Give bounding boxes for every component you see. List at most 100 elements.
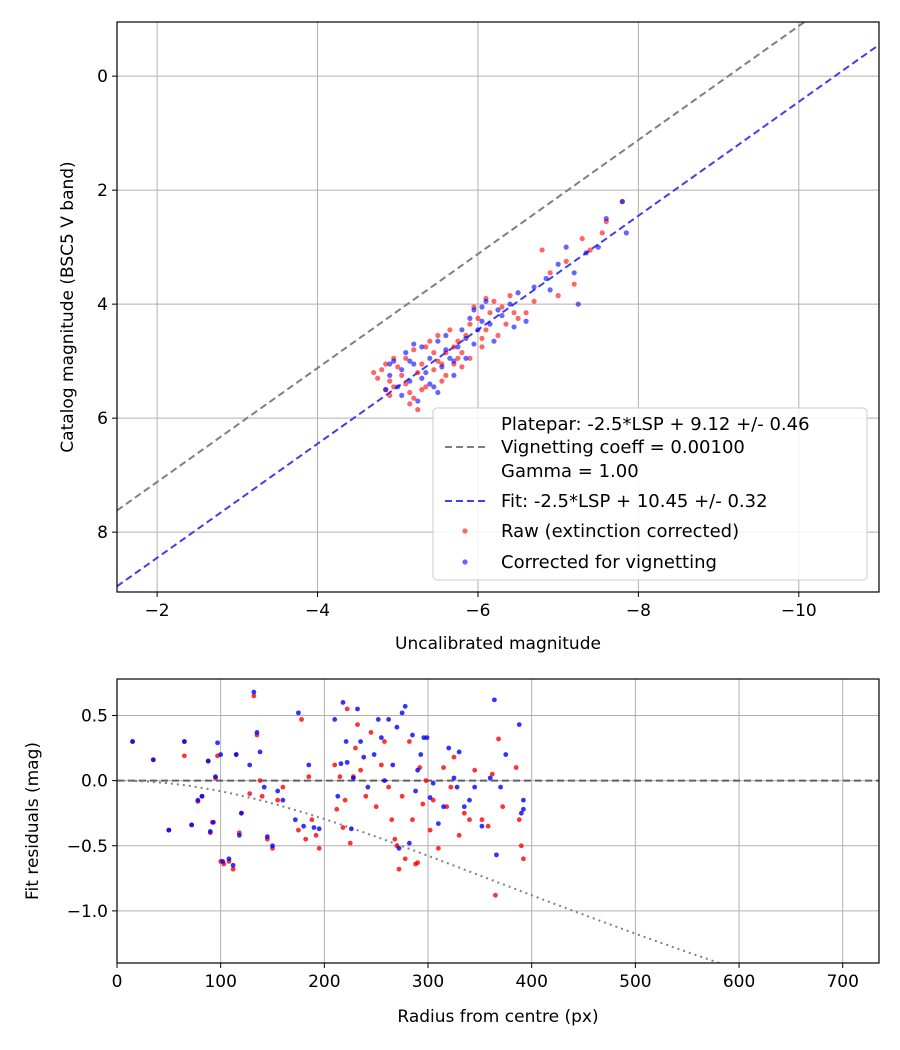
bottom-point-corrected — [311, 825, 317, 830]
bottom-point-corrected — [257, 749, 263, 755]
top-point-raw — [511, 310, 517, 316]
bottom-point-corrected — [261, 784, 267, 790]
bottom-point-corrected — [491, 697, 497, 703]
top-point-corrected — [515, 290, 521, 296]
bottom-point-corrected — [348, 826, 354, 832]
bottom-point-raw — [275, 797, 281, 803]
top-point-corrected — [399, 392, 405, 398]
top-point-corrected — [575, 301, 581, 307]
top-point-corrected — [435, 389, 441, 396]
bottom-point-corrected — [306, 762, 312, 768]
bottom-point-corrected — [402, 703, 408, 709]
top-point-corrected — [387, 372, 393, 378]
bottom-point-corrected — [292, 817, 298, 823]
top-point-corrected — [499, 312, 505, 319]
bottom-point-corrected — [451, 775, 457, 781]
bottom-point-corrected — [399, 710, 405, 716]
top-point-raw — [531, 298, 537, 304]
top-x-axis-label: Uncalibrated magnitude — [395, 634, 601, 654]
top-y-tick-label: 2 — [97, 181, 108, 201]
top-point-corrected — [491, 338, 497, 344]
top-y-tick-label: 0 — [97, 67, 108, 87]
top-point-corrected — [455, 344, 461, 350]
bottom-point-corrected — [410, 732, 415, 738]
bottom-point-corrected — [236, 832, 242, 838]
bottom-point-corrected — [189, 822, 195, 828]
bottom-point-raw — [181, 753, 187, 759]
bottom-point-raw — [303, 836, 309, 842]
bottom-point-raw — [257, 778, 263, 784]
top-point-raw — [475, 315, 481, 321]
top-point-corrected — [479, 304, 485, 310]
bottom-point-raw — [316, 845, 322, 851]
top-point-raw — [547, 270, 553, 276]
bottom-point-raw — [337, 774, 343, 780]
bottom-x-tick-label: 200 — [308, 972, 340, 992]
bottom-x-tick-label: 600 — [723, 972, 755, 992]
bottom-point-corrected — [296, 710, 301, 716]
top-point-raw — [391, 384, 397, 390]
top-point-raw — [399, 372, 405, 378]
bottom-point-corrected — [430, 780, 436, 786]
top-point-raw — [395, 364, 401, 370]
bottom-point-corrected — [213, 774, 218, 780]
bottom-point-raw — [500, 804, 506, 810]
top-point-corrected — [407, 378, 413, 384]
bottom-point-raw — [420, 801, 426, 807]
bottom-point-corrected — [166, 827, 172, 833]
bottom-point-raw — [467, 817, 472, 823]
bottom-point-raw — [306, 774, 312, 780]
top-point-corrected — [507, 301, 513, 307]
legend-entry-raw: Raw (extinction corrected) — [501, 521, 739, 542]
top-point-raw — [499, 304, 505, 310]
top-point-corrected — [619, 198, 625, 205]
top-point-corrected — [547, 287, 553, 293]
bottom-point-raw — [396, 866, 402, 872]
bottom-point-raw — [472, 767, 478, 773]
top-point-raw — [459, 364, 465, 370]
bottom-point-raw — [389, 817, 395, 823]
bottom-point-corrected — [264, 834, 270, 840]
bottom-point-raw — [344, 706, 350, 712]
line-platepar — [117, 22, 807, 512]
top-point-corrected — [463, 335, 469, 341]
top-point-raw — [427, 338, 433, 344]
top-point-raw — [371, 369, 377, 376]
top-point-raw — [383, 361, 389, 367]
bottom-point-raw — [489, 771, 495, 777]
top-point-raw — [563, 258, 569, 264]
bottom-point-corrected — [275, 788, 281, 794]
top-point-corrected — [399, 367, 405, 373]
top-point-raw — [539, 247, 545, 253]
bottom-point-corrected — [378, 735, 384, 741]
top-point-raw — [491, 298, 497, 304]
bottom-point-corrected — [516, 722, 522, 727]
top-point-raw — [419, 361, 425, 367]
top-point-corrected — [571, 270, 577, 276]
top-point-raw — [415, 369, 421, 376]
bottom-point-raw — [415, 860, 421, 866]
bottom-x-tick-label: 500 — [619, 972, 651, 992]
top-point-raw — [467, 321, 473, 327]
top-point-corrected — [387, 361, 393, 367]
bottom-point-raw — [363, 793, 369, 799]
vignetting-curve — [117, 779, 723, 963]
bottom-point-corrected — [427, 795, 433, 800]
bottom-point-raw — [230, 866, 236, 872]
top-point-corrected — [467, 315, 473, 321]
bottom-point-raw — [259, 793, 265, 799]
top-point-corrected — [447, 355, 453, 361]
bottom-point-corrected — [181, 739, 187, 744]
bottom-point-raw — [358, 767, 364, 773]
bottom-point-raw — [485, 823, 491, 829]
bottom-point-corrected — [247, 762, 253, 768]
bottom-point-corrected — [361, 754, 367, 760]
top-point-corrected — [603, 216, 609, 222]
bottom-point-raw — [518, 843, 524, 849]
bottom-point-raw — [368, 730, 374, 735]
top-axes-frame — [116, 21, 880, 593]
top-point-raw — [411, 395, 417, 401]
top-point-corrected — [427, 381, 433, 387]
top-point-raw — [515, 315, 521, 321]
